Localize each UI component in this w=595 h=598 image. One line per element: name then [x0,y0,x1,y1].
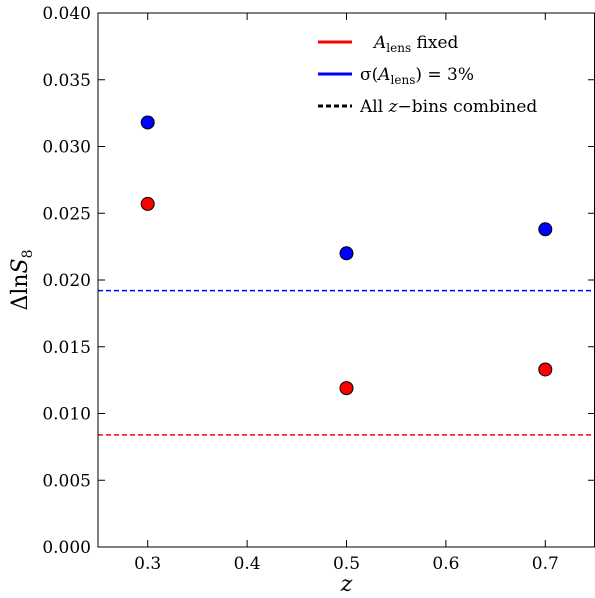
y-tick-label-6: 0.030 [42,138,91,158]
data-points [140,115,553,396]
legend-label-fixed: Alens fixed [372,33,459,55]
y-tick-label-3: 0.015 [42,338,91,358]
y-tick-label-2: 0.010 [42,405,91,425]
y-axis-label: ΔlnS8 [8,249,36,310]
plot-frame [97,12,595,548]
y-tick-label-5: 0.025 [42,204,91,224]
point-fixed-1 [339,381,354,396]
y-tick-label-7: 0.035 [42,71,91,91]
point-fixed-0 [140,196,155,211]
y-tick-label-1: 0.005 [42,471,91,491]
x-axis-label: z [340,572,353,597]
x-tick-label-0: 0.3 [134,554,161,574]
x-tick-label-4: 0.7 [532,554,559,574]
axis-ticks: 0.3 0.4 0.5 0.6 0.7 0.000 0.005 0.010 0.015 0.020… [42,4,595,574]
legend: Alens fixed σ(Alens) = 3% All z−bins combi… [318,33,537,117]
point-sigma-1 [339,246,354,261]
combined-lines [98,289,595,436]
legend-label-combined: All z−bins combined [359,97,537,117]
x-tick-label-2: 0.5 [333,554,360,574]
y-tick-label-8: 0.040 [42,4,91,24]
point-fixed-2 [538,362,553,377]
y-tick-label-4: 0.020 [42,271,91,291]
legend-label-sigma: σ(Alens) = 3% [360,65,474,87]
x-tick-label-3: 0.6 [432,554,459,574]
point-sigma-0 [140,115,155,130]
point-sigma-2 [538,222,553,237]
y-tick-label-0: 0.000 [42,538,91,558]
x-tick-label-1: 0.4 [234,554,261,574]
